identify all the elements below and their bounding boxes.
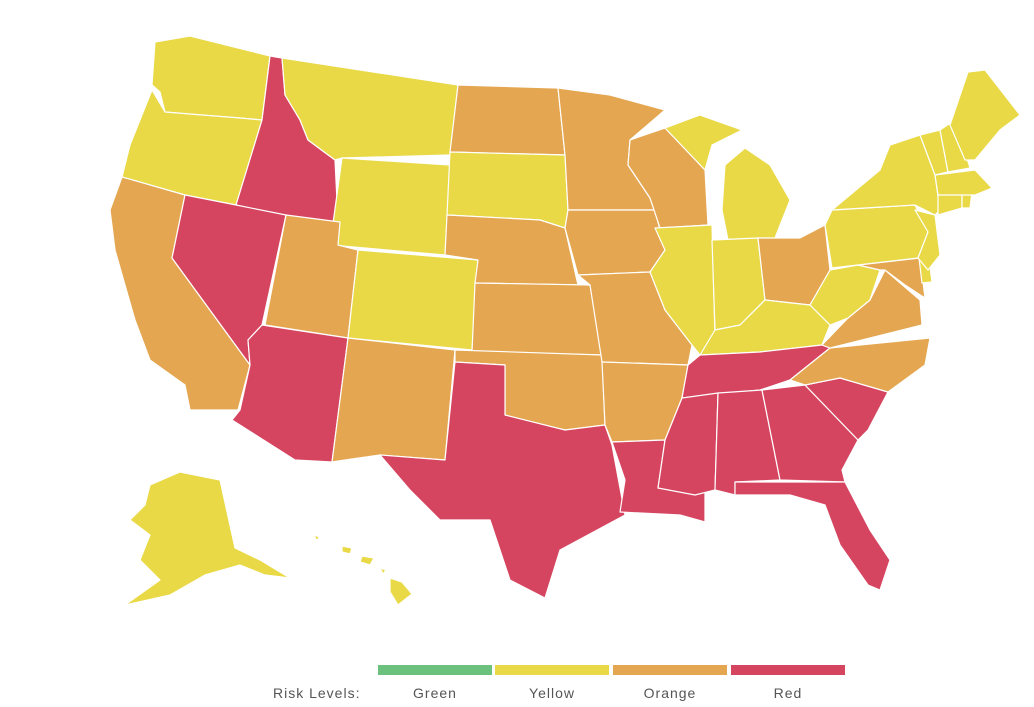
risk-legend: Risk Levels: Green Yellow Orange Red [0,660,1034,707]
state-TX[interactable] [379,361,626,599]
legend-swatch-yellow [495,665,609,675]
state-CO[interactable] [347,249,479,351]
state-ME[interactable] [949,69,1021,161]
state-NY[interactable] [831,134,941,216]
state-MA[interactable] [934,169,993,196]
state-ND[interactable] [449,84,566,156]
us-states-map [109,35,1021,606]
state-KS[interactable] [471,282,603,356]
state-NC[interactable] [789,337,931,393]
legend-label-yellow: Yellow [529,685,575,701]
state-IA[interactable] [564,209,666,276]
state-NM[interactable] [331,337,456,463]
state-MI[interactable] [664,114,791,241]
state-WY[interactable] [329,157,451,256]
state-WV[interactable] [809,264,881,326]
state-PA[interactable] [824,204,929,269]
state-AZ[interactable] [231,324,349,463]
legend-label-red: Red [773,685,803,701]
state-WA[interactable] [151,35,271,121]
legend-label-orange: Orange [643,685,697,701]
state-HI[interactable] [313,533,413,606]
legend-swatch-orange [613,665,727,675]
state-FL[interactable] [734,481,891,591]
state-AK[interactable] [124,471,291,606]
legend-title: Risk Levels: [273,685,361,701]
legend-swatch-green [378,665,492,675]
legend-label-green: Green [413,685,457,701]
legend-swatch-red [731,665,845,675]
